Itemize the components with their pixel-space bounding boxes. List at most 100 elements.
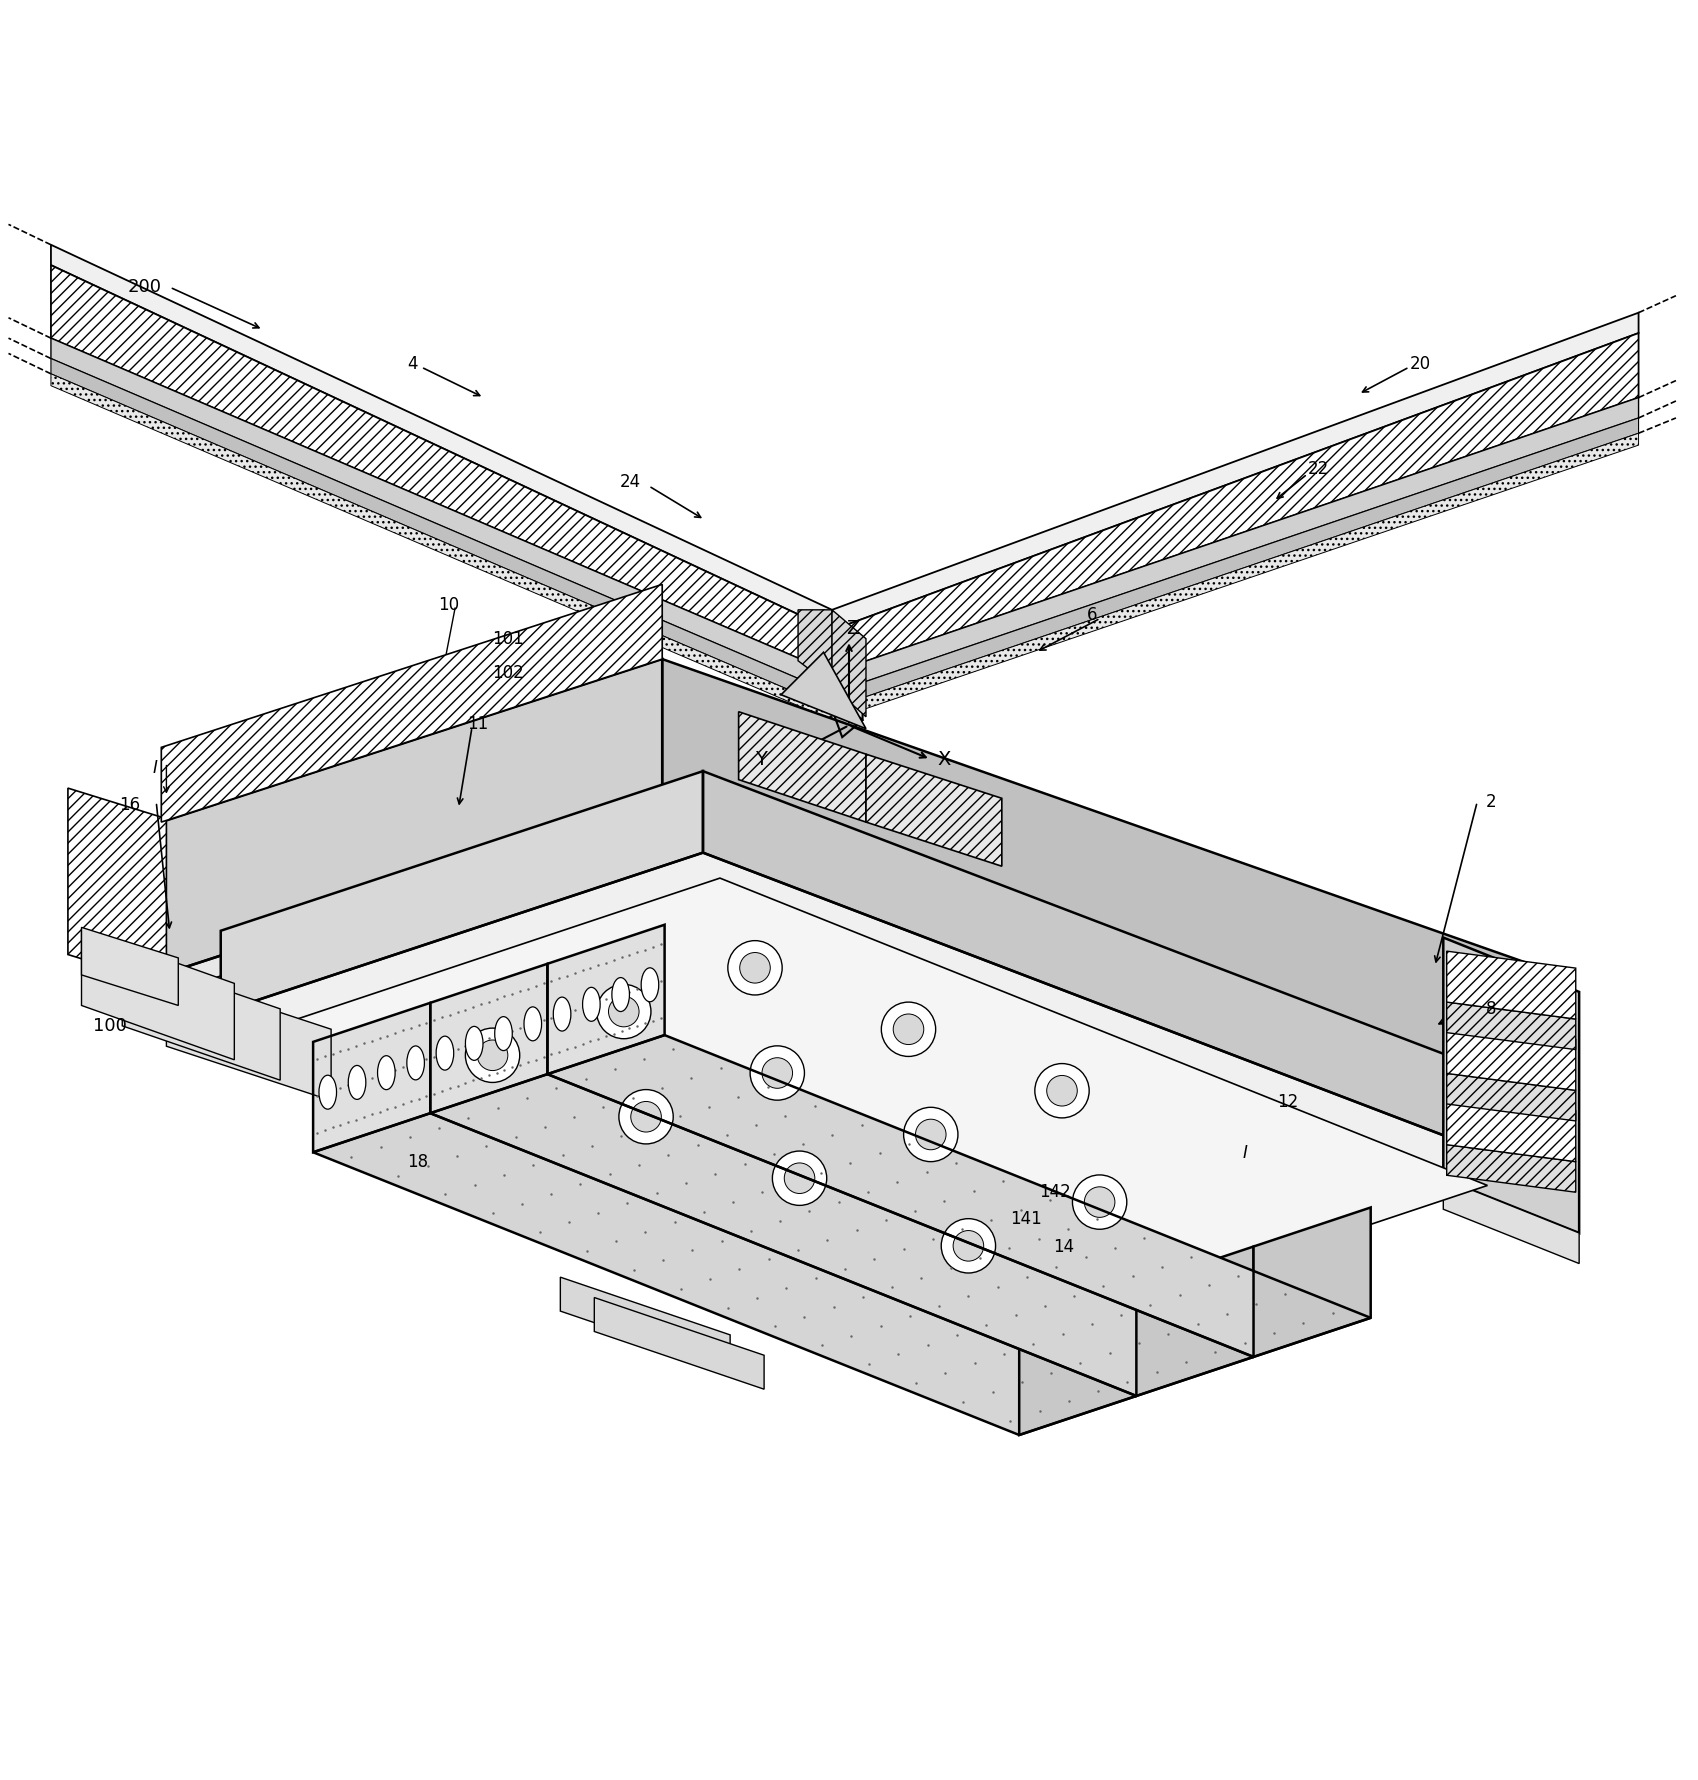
Circle shape	[751, 1047, 805, 1100]
Polygon shape	[832, 333, 1639, 673]
Ellipse shape	[408, 1047, 424, 1080]
Text: 100: 100	[93, 1016, 127, 1034]
Polygon shape	[312, 1002, 430, 1152]
Text: 12: 12	[1277, 1093, 1299, 1111]
Circle shape	[773, 1152, 827, 1205]
Text: 14: 14	[1053, 1237, 1073, 1255]
Ellipse shape	[494, 1016, 513, 1050]
Circle shape	[596, 984, 650, 1040]
Polygon shape	[82, 927, 178, 1006]
Polygon shape	[1443, 1178, 1579, 1264]
Polygon shape	[1447, 1093, 1576, 1162]
Polygon shape	[1447, 951, 1576, 1018]
Polygon shape	[161, 659, 662, 975]
Text: 22: 22	[1307, 459, 1330, 477]
Polygon shape	[832, 611, 866, 717]
Polygon shape	[221, 771, 703, 1013]
Circle shape	[784, 1162, 815, 1194]
Text: 2: 2	[1486, 792, 1496, 810]
Polygon shape	[161, 812, 1571, 1294]
Ellipse shape	[436, 1036, 453, 1070]
Circle shape	[477, 1040, 508, 1070]
Circle shape	[465, 1029, 520, 1082]
Circle shape	[618, 1089, 672, 1145]
Polygon shape	[560, 1276, 730, 1369]
Polygon shape	[200, 837, 1540, 1312]
Ellipse shape	[554, 997, 571, 1031]
Text: 10: 10	[438, 596, 458, 614]
Circle shape	[893, 1015, 924, 1045]
Text: 101: 101	[492, 630, 525, 648]
Text: Y: Y	[756, 749, 766, 769]
Text: 200: 200	[127, 278, 161, 295]
Ellipse shape	[465, 1027, 482, 1061]
Polygon shape	[547, 1036, 1370, 1356]
Polygon shape	[739, 712, 866, 822]
Polygon shape	[430, 1073, 1253, 1396]
Text: 4: 4	[408, 354, 418, 372]
Polygon shape	[1447, 1145, 1576, 1193]
Polygon shape	[51, 358, 832, 708]
Text: I: I	[153, 758, 158, 776]
Text: 20: 20	[1409, 354, 1430, 372]
Circle shape	[728, 940, 783, 995]
Ellipse shape	[348, 1066, 365, 1100]
Circle shape	[608, 997, 638, 1027]
Polygon shape	[1253, 1207, 1370, 1356]
Polygon shape	[824, 687, 863, 737]
Polygon shape	[798, 611, 832, 687]
Polygon shape	[547, 926, 664, 1073]
Text: 18: 18	[408, 1153, 428, 1171]
Polygon shape	[51, 246, 832, 630]
Text: 24: 24	[620, 473, 640, 491]
Polygon shape	[1443, 938, 1579, 1234]
Polygon shape	[662, 659, 1571, 1130]
Ellipse shape	[525, 1007, 542, 1041]
Text: Z: Z	[846, 619, 859, 637]
Polygon shape	[68, 789, 166, 984]
Circle shape	[915, 1120, 946, 1150]
Polygon shape	[1447, 1002, 1576, 1050]
Text: 142: 142	[1039, 1184, 1071, 1202]
Polygon shape	[832, 418, 1639, 708]
Circle shape	[1034, 1064, 1088, 1118]
Ellipse shape	[642, 968, 659, 1002]
Polygon shape	[312, 1112, 1136, 1435]
Polygon shape	[832, 313, 1639, 630]
Text: 141: 141	[1010, 1210, 1043, 1228]
Circle shape	[953, 1230, 983, 1260]
Polygon shape	[832, 433, 1639, 721]
Text: 102: 102	[492, 664, 525, 682]
Ellipse shape	[582, 988, 599, 1022]
Text: 16: 16	[119, 796, 139, 813]
Circle shape	[881, 1002, 936, 1057]
Text: 8: 8	[1486, 1000, 1496, 1018]
Circle shape	[630, 1102, 661, 1132]
Ellipse shape	[377, 1056, 396, 1089]
Polygon shape	[781, 651, 866, 728]
Polygon shape	[122, 954, 280, 1080]
Polygon shape	[832, 397, 1639, 692]
Ellipse shape	[611, 977, 630, 1011]
Polygon shape	[251, 878, 1487, 1342]
Polygon shape	[51, 265, 832, 673]
Polygon shape	[1447, 1073, 1576, 1121]
Polygon shape	[703, 771, 1521, 1166]
Polygon shape	[82, 929, 234, 1059]
Circle shape	[1046, 1075, 1077, 1105]
Polygon shape	[1019, 1285, 1136, 1435]
Polygon shape	[161, 584, 662, 822]
Circle shape	[941, 1219, 995, 1273]
Polygon shape	[594, 1298, 764, 1388]
Circle shape	[762, 1057, 793, 1088]
Text: 11: 11	[467, 714, 489, 733]
Polygon shape	[1136, 1246, 1253, 1396]
Text: 6: 6	[1087, 605, 1097, 625]
Ellipse shape	[319, 1075, 336, 1109]
Polygon shape	[221, 853, 1521, 1324]
Polygon shape	[824, 611, 863, 721]
Polygon shape	[1447, 1022, 1576, 1091]
Circle shape	[1073, 1175, 1127, 1230]
Polygon shape	[51, 338, 832, 692]
Polygon shape	[430, 963, 547, 1112]
